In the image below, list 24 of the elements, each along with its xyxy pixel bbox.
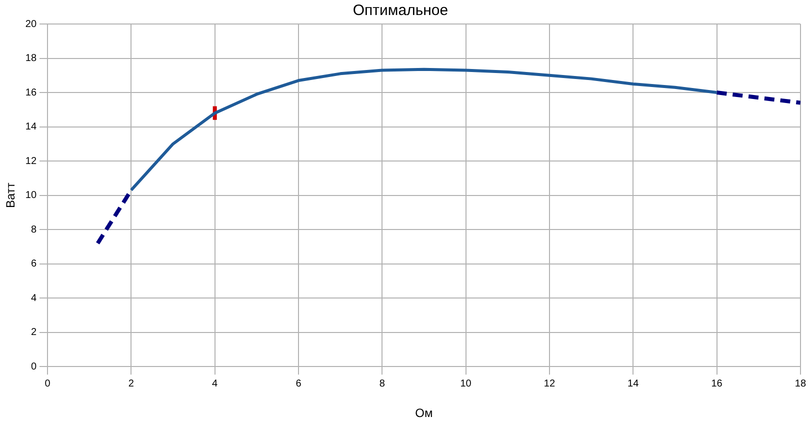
x-tick-label: 8 [379,378,386,390]
y-axis-title: Ватт [4,182,18,208]
y-tick-label: 18 [25,53,37,64]
chart-title: Оптимальное [352,2,448,20]
x-tick-label: 12 [544,378,556,390]
y-tick-label: 0 [30,361,37,372]
x-tick-label: 16 [711,378,723,390]
y-tick-label: 4 [30,292,37,304]
y-tick-label: 20 [25,18,37,30]
y-tick-label: 8 [30,224,37,236]
x-tick-label: 0 [44,378,51,390]
y-tick-label: 6 [30,258,37,270]
y-tick-label: 10 [25,190,37,202]
y-tick-label: 16 [25,87,37,98]
x-tick-label: 10 [460,378,472,390]
x-tick-label: 14 [628,378,640,390]
x-tick-label: 4 [212,378,218,390]
x-tick-label: 6 [296,378,302,390]
y-tick-label: 2 [30,327,37,338]
y-tick-label: 14 [25,122,37,133]
y-tick-label: 12 [25,156,37,167]
x-tick-label: 18 [794,378,806,390]
x-tick-label: 2 [128,378,134,390]
x-axis-title: Ом [415,406,433,420]
